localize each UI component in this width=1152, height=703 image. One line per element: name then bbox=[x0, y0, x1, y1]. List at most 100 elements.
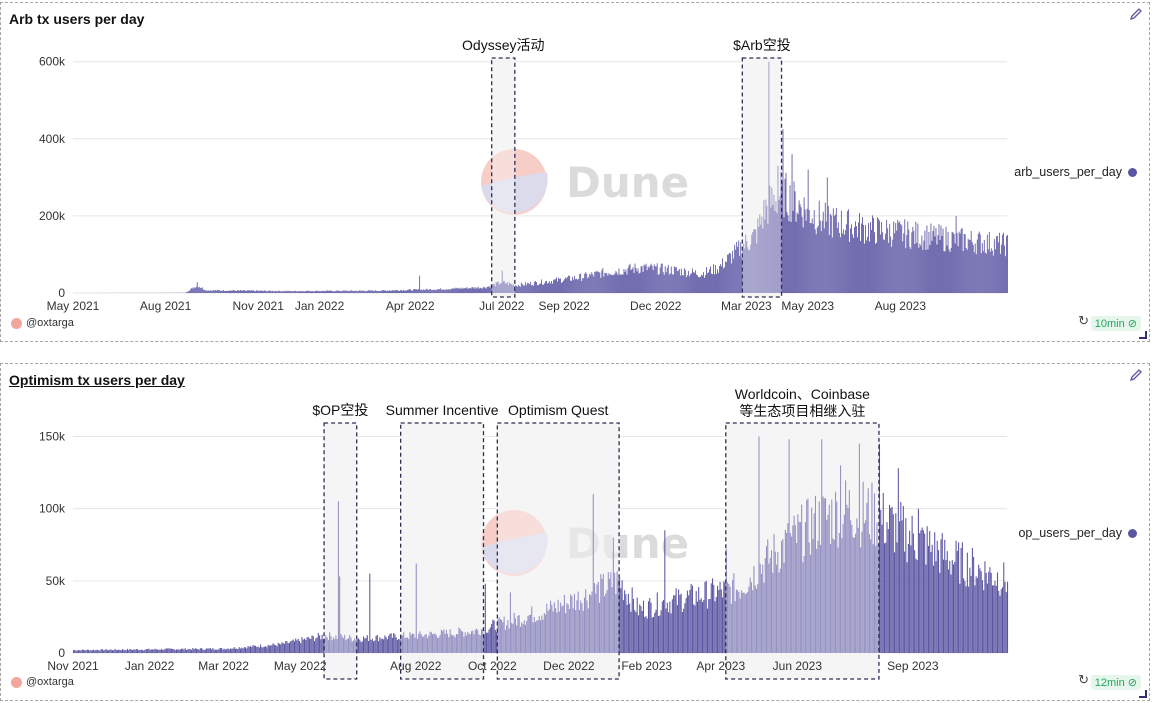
bar bbox=[805, 220, 807, 293]
bar bbox=[283, 290, 285, 293]
bar bbox=[581, 280, 583, 293]
bar bbox=[644, 265, 646, 293]
author[interactable]: @oxtarga bbox=[11, 317, 74, 329]
bar bbox=[533, 617, 535, 653]
bar bbox=[889, 224, 891, 293]
bar bbox=[291, 640, 293, 653]
bar bbox=[623, 268, 625, 293]
refresh-badge[interactable]: 12min ⊘ bbox=[1090, 675, 1141, 690]
bar bbox=[423, 636, 425, 653]
bar bbox=[524, 624, 527, 653]
bar bbox=[395, 290, 396, 293]
bar bbox=[550, 600, 552, 653]
bar bbox=[697, 275, 698, 293]
x-tick-label: May 2022 bbox=[274, 659, 327, 673]
bar bbox=[331, 290, 333, 293]
bar bbox=[233, 647, 235, 653]
bar bbox=[347, 638, 349, 653]
bar bbox=[493, 283, 495, 293]
author[interactable]: @oxtarga bbox=[11, 676, 74, 688]
bar bbox=[999, 595, 1001, 653]
chart-title[interactable]: Arb tx users per day bbox=[9, 11, 145, 27]
bar bbox=[292, 639, 294, 653]
bar bbox=[393, 290, 394, 293]
refresh-badge[interactable]: 10min ⊘ bbox=[1090, 316, 1141, 331]
bar bbox=[625, 269, 627, 293]
bar bbox=[194, 648, 196, 653]
refresh-icon[interactable]: ↻ bbox=[1078, 313, 1089, 328]
bar bbox=[386, 291, 387, 293]
bar bbox=[429, 289, 431, 293]
bar bbox=[219, 290, 221, 293]
bar bbox=[300, 291, 302, 293]
pencil-icon[interactable] bbox=[1129, 368, 1143, 382]
bar bbox=[470, 288, 472, 293]
bar bbox=[624, 590, 626, 653]
legend[interactable]: op_users_per_day bbox=[1018, 526, 1137, 540]
bar bbox=[311, 635, 313, 653]
bar bbox=[872, 215, 873, 293]
bar bbox=[373, 291, 375, 293]
bar bbox=[200, 288, 202, 293]
resize-handle[interactable] bbox=[1139, 690, 1147, 698]
bar bbox=[266, 291, 268, 293]
bar bbox=[974, 585, 976, 653]
bar bbox=[722, 597, 724, 653]
bar bbox=[775, 201, 777, 293]
bar bbox=[918, 247, 920, 293]
bar bbox=[379, 637, 381, 653]
bar bbox=[450, 288, 452, 293]
bar bbox=[557, 281, 558, 293]
x-tick-label: Dec 2022 bbox=[630, 299, 682, 313]
bar bbox=[694, 605, 696, 653]
bar bbox=[547, 610, 549, 653]
resize-handle[interactable] bbox=[1139, 331, 1147, 339]
bar bbox=[629, 263, 631, 293]
bar bbox=[339, 291, 341, 293]
bar bbox=[84, 650, 86, 653]
bar bbox=[209, 648, 211, 653]
bar bbox=[856, 518, 858, 653]
bar bbox=[86, 649, 88, 653]
bar bbox=[565, 277, 567, 293]
bar bbox=[745, 593, 747, 653]
bar bbox=[968, 586, 970, 653]
bar bbox=[662, 272, 664, 293]
x-tick-label: Jul 2022 bbox=[479, 299, 525, 313]
bar bbox=[720, 264, 722, 293]
bar bbox=[665, 272, 667, 293]
bar bbox=[758, 226, 760, 293]
bar bbox=[147, 649, 149, 653]
bar bbox=[821, 439, 823, 653]
bar bbox=[538, 616, 540, 653]
bar bbox=[153, 649, 155, 653]
bar bbox=[942, 559, 945, 653]
bar bbox=[669, 273, 671, 293]
bar bbox=[376, 634, 378, 653]
bar bbox=[694, 270, 696, 293]
pencil-icon[interactable] bbox=[1129, 7, 1143, 21]
bar bbox=[680, 268, 682, 293]
bar bbox=[865, 520, 867, 653]
bar bbox=[494, 629, 496, 653]
bar bbox=[690, 273, 692, 293]
bar bbox=[799, 522, 801, 653]
bar bbox=[883, 543, 886, 653]
bar bbox=[920, 530, 922, 653]
bar bbox=[91, 650, 93, 653]
bar bbox=[732, 250, 734, 293]
legend[interactable]: arb_users_per_day bbox=[1014, 165, 1137, 179]
bar bbox=[809, 223, 811, 293]
bar bbox=[679, 275, 681, 293]
bar bbox=[155, 649, 157, 653]
bar bbox=[178, 649, 180, 653]
refresh-icon[interactable]: ↻ bbox=[1078, 672, 1089, 687]
bar bbox=[954, 243, 956, 293]
bar bbox=[272, 290, 274, 293]
bar bbox=[484, 583, 486, 653]
bar bbox=[857, 237, 858, 293]
bar bbox=[447, 633, 449, 653]
chart-title[interactable]: Optimism tx users per day bbox=[9, 372, 185, 388]
x-tick-label: May 2023 bbox=[781, 299, 834, 313]
bar bbox=[425, 634, 427, 653]
